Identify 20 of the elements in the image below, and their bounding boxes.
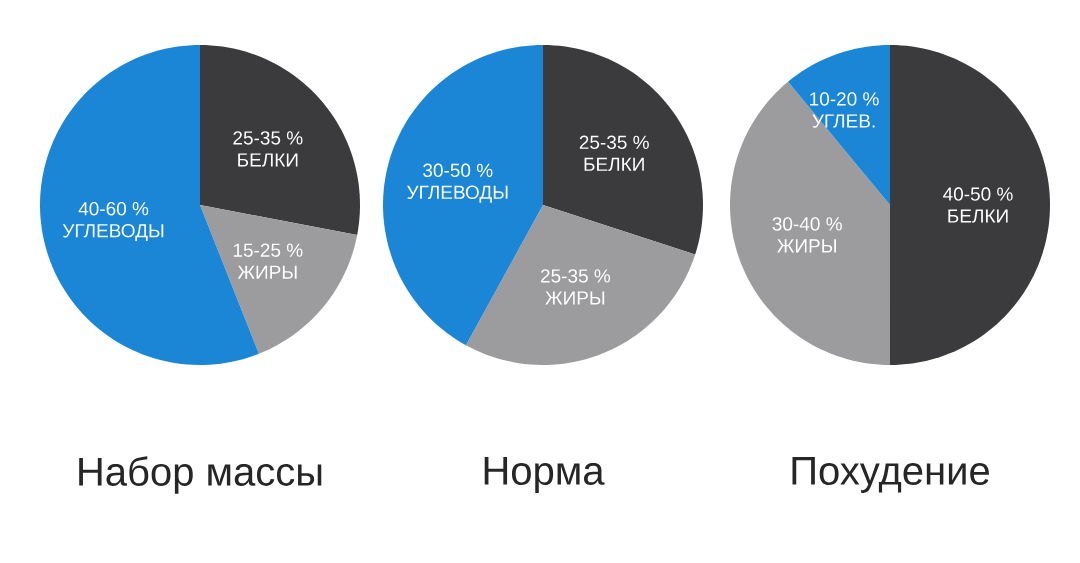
text: Похудение xyxy=(792,457,989,493)
slice-label: ЖИРЫ xyxy=(777,239,836,253)
text: 25-35 % xyxy=(540,269,611,283)
text: 30-40 % xyxy=(772,217,842,231)
slice-label: ЖИРЫ xyxy=(237,265,297,279)
text: Норма xyxy=(484,457,605,493)
text: 25-35 % xyxy=(579,135,649,150)
text: Набор массы xyxy=(79,456,322,494)
slice-label: УГЛЕВОДЫ xyxy=(62,223,164,242)
text: 40-50 % xyxy=(943,187,1013,201)
slice-label: БЕЛКИ xyxy=(584,157,644,171)
slice-label: ЖИРЫ xyxy=(545,291,605,305)
text: 30-50 % xyxy=(423,163,493,178)
text: 15-25 % xyxy=(233,243,303,257)
slice-label: УГЛЕВОДЫ xyxy=(407,185,508,203)
text: 25-35 % xyxy=(233,131,303,145)
text: 10-20 % xyxy=(810,92,879,106)
slice-label: БЕЛКИ xyxy=(238,153,298,167)
slice-label: БЕЛКИ xyxy=(948,209,1008,223)
text: 40-60 % xyxy=(78,201,149,216)
